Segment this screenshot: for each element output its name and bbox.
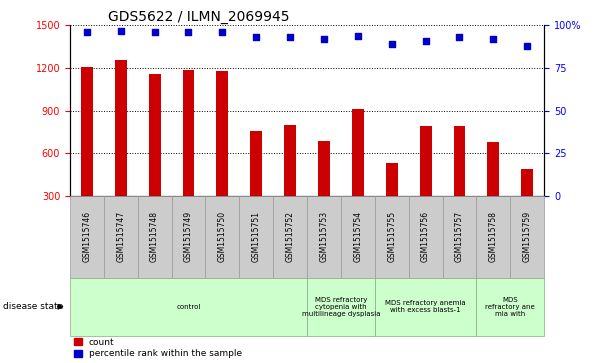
Point (522, 43, 532, 49)
Bar (115, 60, 126, 239)
Legend: count, percentile rank within the sample: count, percentile rank within the sample (74, 338, 242, 359)
Text: disease state: disease state (3, 302, 63, 311)
Bar (386, 163, 398, 239)
Text: control: control (176, 304, 201, 310)
Bar (477, 278, 544, 336)
Bar (443, 196, 477, 278)
Bar (521, 169, 533, 239)
Text: GSM1515749: GSM1515749 (184, 211, 193, 262)
Bar (307, 278, 375, 336)
Bar (341, 196, 375, 278)
Bar (488, 142, 499, 239)
Text: GSM1515755: GSM1515755 (387, 211, 396, 262)
Bar (454, 126, 465, 239)
Bar (81, 67, 93, 239)
Point (116, 28, 126, 33)
Text: GSM1515758: GSM1515758 (489, 211, 498, 262)
Text: GSM1515754: GSM1515754 (353, 211, 362, 262)
Text: GSM1515753: GSM1515753 (319, 211, 328, 262)
Text: GSM1515747: GSM1515747 (116, 211, 125, 262)
Bar (307, 196, 341, 278)
Point (285, 34, 295, 40)
Bar (375, 278, 477, 336)
Point (82, 29, 92, 35)
Text: GSM1515752: GSM1515752 (286, 211, 295, 262)
Text: GSM1515748: GSM1515748 (150, 211, 159, 262)
Point (387, 41, 396, 47)
Point (251, 34, 261, 40)
Text: GSM1515750: GSM1515750 (218, 211, 227, 262)
Bar (240, 196, 273, 278)
Text: MDS
refractory ane
mia with: MDS refractory ane mia with (485, 297, 535, 317)
Bar (171, 196, 206, 278)
Bar (375, 196, 409, 278)
Bar (477, 196, 510, 278)
Bar (149, 74, 161, 239)
Bar (104, 196, 137, 278)
Bar (250, 131, 262, 239)
Point (353, 33, 363, 38)
Text: GSM1515756: GSM1515756 (421, 211, 430, 262)
Point (421, 38, 430, 44)
Bar (284, 125, 296, 239)
Bar (70, 278, 307, 336)
Bar (420, 126, 432, 239)
Text: GSM1515757: GSM1515757 (455, 211, 464, 262)
Point (184, 29, 193, 35)
Text: MDS refractory anemia
with excess blasts-1: MDS refractory anemia with excess blasts… (385, 300, 466, 313)
Point (150, 29, 159, 35)
Bar (510, 196, 544, 278)
Point (488, 36, 498, 42)
Bar (318, 140, 330, 239)
Text: GSM1515746: GSM1515746 (82, 211, 91, 262)
Text: MDS refractory
cytopenia with
multilineage dysplasia: MDS refractory cytopenia with multilinea… (302, 297, 380, 317)
Bar (216, 71, 228, 239)
Bar (70, 196, 104, 278)
Bar (352, 109, 364, 239)
Bar (206, 196, 240, 278)
Bar (137, 196, 171, 278)
Bar (182, 70, 195, 239)
Bar (409, 196, 443, 278)
Bar (273, 196, 307, 278)
Text: GSM1515751: GSM1515751 (252, 211, 261, 262)
Point (218, 29, 227, 35)
Text: GDS5622 / ILMN_2069945: GDS5622 / ILMN_2069945 (108, 11, 289, 24)
Point (455, 34, 465, 40)
Point (319, 36, 329, 42)
Text: GSM1515759: GSM1515759 (523, 211, 532, 262)
